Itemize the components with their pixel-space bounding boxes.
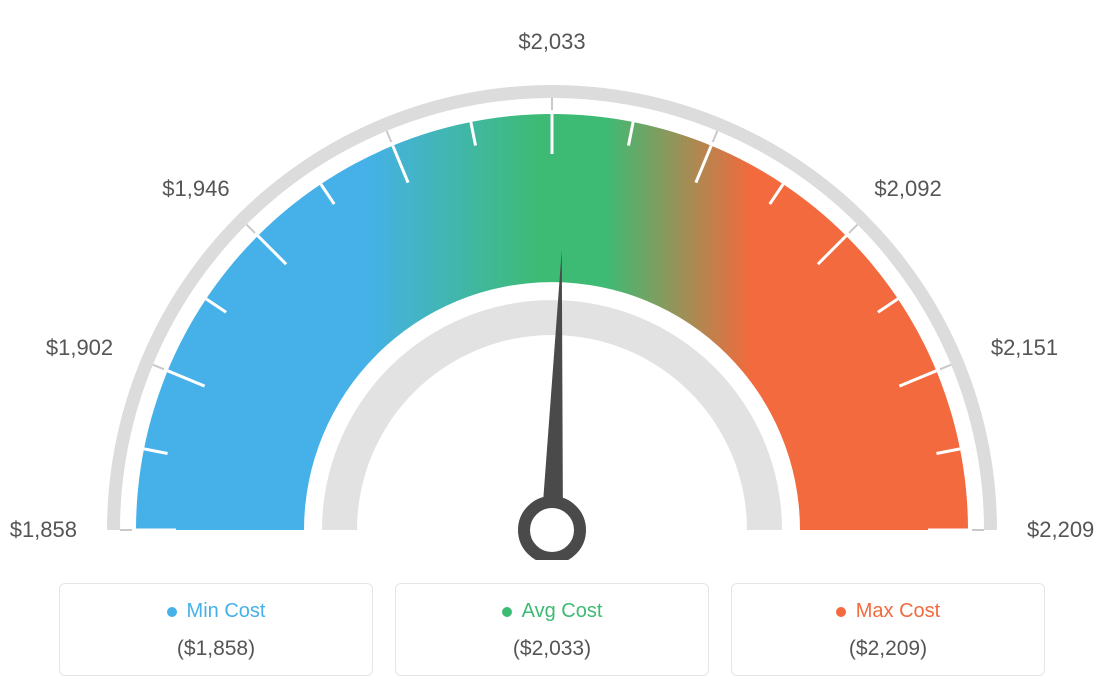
gauge-tick-label: $2,092 xyxy=(874,176,941,202)
gauge-tick-label: $1,858 xyxy=(10,517,77,543)
cost-gauge-infographic: $1,858 $1,902 $1,946 $2,033 $2,092 $2,151 $2,2… xyxy=(0,0,1104,690)
dot-icon xyxy=(502,607,512,617)
legend-header: Min Cost xyxy=(60,600,372,623)
legend-card-max: Max Cost ($2,209) xyxy=(731,583,1045,676)
gauge-chart: $1,858 $1,902 $1,946 $2,033 $2,092 $2,151 $2,2… xyxy=(0,0,1104,560)
legend-label: Avg Cost xyxy=(522,600,603,623)
legend-header: Avg Cost xyxy=(396,600,708,623)
dot-icon xyxy=(167,607,177,617)
gauge-tick-label: $1,902 xyxy=(46,335,113,361)
gauge-tick-label: $2,151 xyxy=(991,335,1058,361)
dot-icon xyxy=(836,607,846,617)
gauge-tick-label: $2,209 xyxy=(1027,517,1094,543)
legend-label: Min Cost xyxy=(187,600,266,623)
gauge-svg xyxy=(0,0,1104,560)
gauge-tick-label: $1,946 xyxy=(162,176,229,202)
legend-card-avg: Avg Cost ($2,033) xyxy=(395,583,709,676)
legend-value: ($2,209) xyxy=(732,637,1044,661)
legend-value: ($2,033) xyxy=(396,637,708,661)
legend-card-min: Min Cost ($1,858) xyxy=(59,583,373,676)
legend-header: Max Cost xyxy=(732,600,1044,623)
legend-row: Min Cost ($1,858) Avg Cost ($2,033) Max … xyxy=(0,583,1104,676)
legend-value: ($1,858) xyxy=(60,637,372,661)
legend-label: Max Cost xyxy=(856,600,940,623)
gauge-tick-label: $2,033 xyxy=(518,29,585,55)
